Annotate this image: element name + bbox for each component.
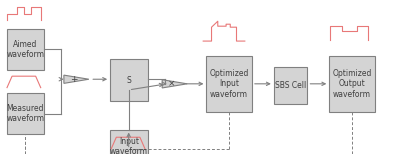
Polygon shape <box>162 80 187 88</box>
Text: ×: × <box>168 79 176 88</box>
Text: Aimed
waveform: Aimed waveform <box>6 40 44 59</box>
FancyBboxPatch shape <box>7 29 44 70</box>
FancyBboxPatch shape <box>329 56 375 112</box>
FancyBboxPatch shape <box>7 93 44 134</box>
FancyBboxPatch shape <box>110 130 148 159</box>
Text: Optimized
Output
waveform: Optimized Output waveform <box>332 69 372 99</box>
Text: SBS Cell: SBS Cell <box>275 81 306 90</box>
Text: Input
waveform: Input waveform <box>110 137 148 156</box>
FancyBboxPatch shape <box>206 56 252 112</box>
FancyBboxPatch shape <box>110 59 148 101</box>
Text: Measured
waveform: Measured waveform <box>6 104 44 123</box>
Text: Optimized
Input
waveform: Optimized Input waveform <box>210 69 249 99</box>
FancyBboxPatch shape <box>274 67 308 104</box>
Text: +: + <box>70 75 78 84</box>
Polygon shape <box>64 75 89 83</box>
Text: S: S <box>126 76 131 84</box>
